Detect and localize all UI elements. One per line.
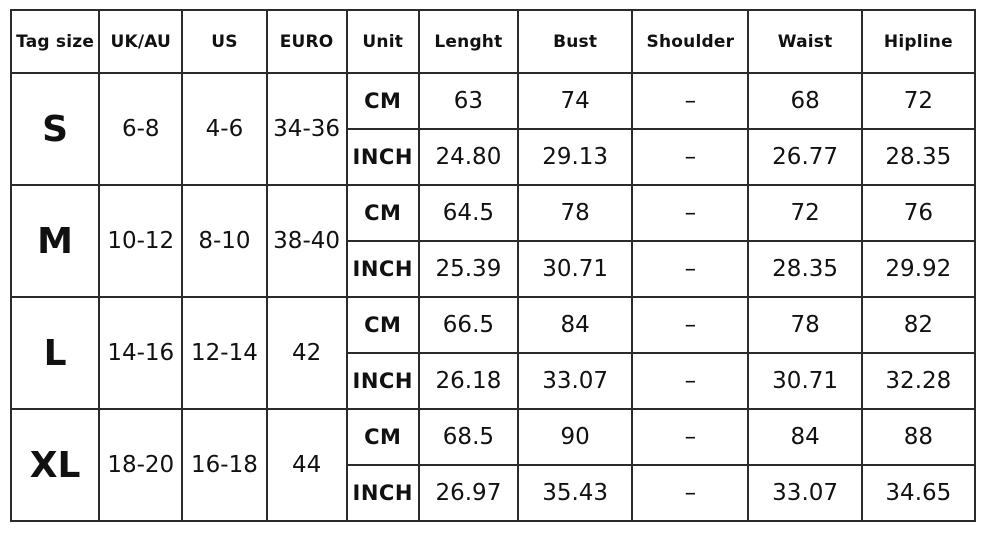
header-length: Lenght	[417, 9, 520, 74]
us-cell: 12-14	[181, 296, 268, 410]
unit-cell: INCH	[345, 352, 420, 410]
length-cell: 66.5	[417, 296, 520, 354]
table-row: INCH 26.18 33.07 – 30.71 32.28	[11, 352, 977, 410]
unit-cell: CM	[345, 184, 420, 242]
waist-cell: 30.71	[747, 352, 863, 410]
table-row: INCH 26.97 35.43 – 33.07 34.65	[11, 464, 977, 522]
header-tag-size: Tag size	[9, 9, 101, 74]
header-bust: Bust	[517, 9, 634, 74]
shoulder-cell: –	[631, 128, 750, 186]
us-cell: 16-18	[181, 408, 268, 522]
hipline-cell: 32.28	[860, 352, 977, 410]
header-unit: Unit	[345, 9, 420, 74]
shoulder-cell: –	[631, 72, 750, 130]
size-chart: Tag size UK/AU US EURO Unit Lenght Bust …	[9, 9, 977, 522]
uk-au-cell: 6-8	[98, 72, 184, 186]
bust-cell: 35.43	[517, 464, 634, 522]
bust-cell: 33.07	[517, 352, 634, 410]
uk-au-cell: 18-20	[98, 408, 184, 522]
waist-cell: 72	[747, 184, 863, 242]
shoulder-cell: –	[631, 352, 750, 410]
euro-cell: 42	[265, 296, 348, 410]
waist-cell: 84	[747, 408, 863, 466]
euro-cell: 44	[265, 408, 348, 522]
hipline-cell: 29.92	[860, 240, 977, 298]
bust-cell: 78	[517, 184, 634, 242]
euro-cell: 38-40	[265, 184, 348, 298]
euro-cell: 34-36	[265, 72, 348, 186]
tag-size-cell: S	[9, 72, 101, 186]
length-cell: 24.80	[417, 128, 520, 186]
header-uk-au: UK/AU	[98, 9, 184, 74]
header-waist: Waist	[747, 9, 863, 74]
bust-cell: 84	[517, 296, 634, 354]
length-cell: 25.39	[417, 240, 520, 298]
unit-cell: CM	[345, 296, 420, 354]
header-row: Tag size UK/AU US EURO Unit Lenght Bust …	[9, 9, 977, 74]
hipline-cell: 88	[860, 408, 977, 466]
unit-cell: INCH	[345, 464, 420, 522]
bust-cell: 74	[517, 72, 634, 130]
length-cell: 26.97	[417, 464, 520, 522]
waist-cell: 28.35	[747, 240, 863, 298]
tag-size-cell: M	[9, 184, 101, 298]
hipline-cell: 76	[860, 184, 977, 242]
length-cell: 26.18	[417, 352, 520, 410]
tag-size-cell: L	[9, 296, 101, 410]
uk-au-cell: 14-16	[98, 296, 184, 410]
bust-cell: 30.71	[517, 240, 634, 298]
unit-cell: INCH	[345, 128, 420, 186]
uk-au-cell: 10-12	[98, 184, 184, 298]
us-cell: 4-6	[181, 72, 268, 186]
hipline-cell: 34.65	[860, 464, 977, 522]
table-row: L 14-16 12-14 42 CM 66.5 84 – 78 82	[9, 296, 977, 410]
unit-cell: INCH	[345, 240, 420, 298]
header-hipline: Hipline	[860, 9, 977, 74]
table-row: M 10-12 8-10 38-40 CM 64.5 78 – 72 76	[9, 184, 977, 298]
tag-size-cell: XL	[9, 408, 101, 522]
table-row: INCH 24.80 29.13 – 26.77 28.35	[11, 128, 977, 186]
size-chart-table: Tag size UK/AU US EURO Unit Lenght Bust …	[9, 9, 977, 522]
table-row: S 6-8 4-6 34-36 CM 63 74 – 68 72	[9, 72, 977, 186]
bust-cell: 90	[517, 408, 634, 466]
waist-cell: 26.77	[747, 128, 863, 186]
shoulder-cell: –	[631, 408, 750, 466]
waist-cell: 33.07	[747, 464, 863, 522]
shoulder-cell: –	[631, 296, 750, 354]
header-shoulder: Shoulder	[631, 9, 750, 74]
unit-cell: CM	[345, 408, 420, 466]
length-cell: 68.5	[417, 408, 520, 466]
shoulder-cell: –	[631, 240, 750, 298]
length-cell: 63	[417, 72, 520, 130]
bust-cell: 29.13	[517, 128, 634, 186]
header-us: US	[181, 9, 268, 74]
hipline-cell: 82	[860, 296, 977, 354]
hipline-cell: 28.35	[860, 128, 977, 186]
waist-cell: 68	[747, 72, 863, 130]
header-euro: EURO	[265, 9, 348, 74]
table-row: INCH 25.39 30.71 – 28.35 29.92	[11, 240, 977, 298]
us-cell: 8-10	[181, 184, 268, 298]
shoulder-cell: –	[631, 464, 750, 522]
length-cell: 64.5	[417, 184, 520, 242]
table-row: XL 18-20 16-18 44 CM 68.5 90 – 84 88	[9, 408, 977, 522]
waist-cell: 78	[747, 296, 863, 354]
shoulder-cell: –	[631, 184, 750, 242]
unit-cell: CM	[345, 72, 420, 130]
hipline-cell: 72	[860, 72, 977, 130]
